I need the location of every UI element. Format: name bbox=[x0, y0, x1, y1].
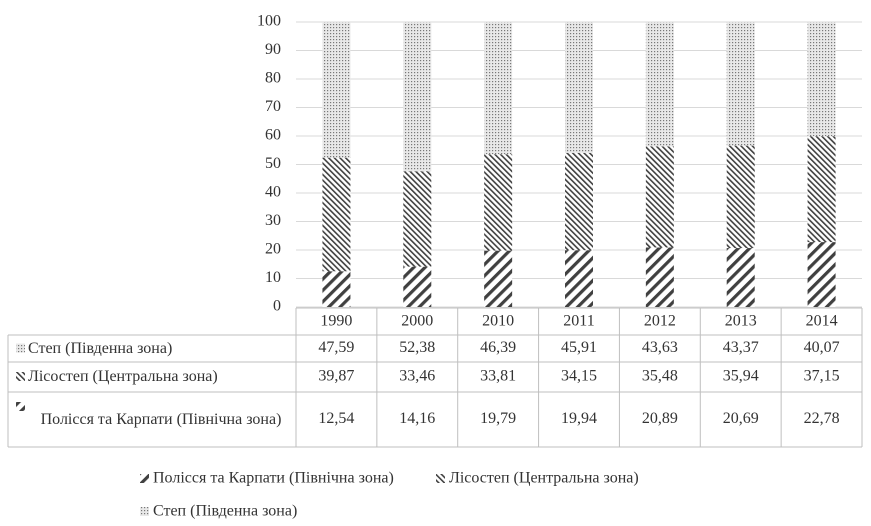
bar-segment bbox=[645, 247, 674, 307]
x-tick-label: 1990 bbox=[320, 313, 352, 330]
bar-segment bbox=[322, 157, 351, 272]
y-tick-label: 30 bbox=[265, 212, 281, 229]
bar-segment bbox=[726, 248, 755, 307]
table-value: 40,07 bbox=[804, 339, 840, 356]
bar-segment bbox=[645, 22, 674, 147]
table-value: 14,16 bbox=[399, 410, 435, 427]
x-tick-label: 2014 bbox=[806, 313, 838, 330]
y-tick-label: 60 bbox=[265, 127, 281, 144]
bar-segment bbox=[403, 171, 432, 267]
y-tick-label: 40 bbox=[265, 184, 281, 201]
table-row-label: Степ (Південна зона) bbox=[28, 339, 173, 357]
table-value: 20,89 bbox=[642, 410, 678, 427]
table-value: 19,94 bbox=[561, 410, 597, 427]
x-tick-label: 2011 bbox=[563, 313, 594, 330]
table-value: 22,78 bbox=[804, 410, 840, 427]
x-tick-label: 2010 bbox=[482, 313, 514, 330]
table-legend-swatch bbox=[16, 343, 25, 353]
table-row-label: Лісостеп (Центральна зона) bbox=[28, 368, 218, 385]
y-tick-label: 20 bbox=[265, 241, 281, 258]
bar-segment bbox=[807, 22, 836, 137]
series-name: Полісся та Карпати (Північна зона) bbox=[40, 410, 282, 428]
legend-label: Лісостеп (Центральна зона) bbox=[449, 470, 639, 487]
x-tick-label: 2013 bbox=[725, 313, 757, 330]
bar-segment bbox=[726, 145, 755, 249]
bar-segment bbox=[726, 22, 755, 146]
legend-swatch bbox=[140, 507, 149, 516]
series-name: Лісостеп (Центральна зона) bbox=[28, 368, 218, 385]
table-value: 19,79 bbox=[480, 410, 516, 427]
table-value: 33,81 bbox=[480, 368, 516, 385]
bar-segment bbox=[565, 250, 593, 307]
table-value: 39,87 bbox=[318, 368, 354, 385]
table-legend-swatch bbox=[16, 372, 25, 381]
bar-segment bbox=[565, 22, 593, 153]
table-value: 35,94 bbox=[723, 368, 759, 385]
bar-segment bbox=[484, 22, 513, 155]
x-tick-label: 2012 bbox=[644, 313, 676, 330]
table-value: 35,48 bbox=[642, 368, 678, 385]
y-tick-label: 70 bbox=[265, 98, 281, 115]
bar-segment bbox=[403, 266, 432, 307]
series-name: Степ (Південна зона) bbox=[28, 339, 173, 357]
y-tick-label: 0 bbox=[273, 298, 281, 315]
table-value: 43,37 bbox=[723, 339, 759, 356]
bar-segment bbox=[565, 152, 593, 251]
legend-swatch bbox=[140, 474, 149, 483]
bar-segment bbox=[484, 154, 513, 251]
table-value: 45,91 bbox=[561, 339, 597, 356]
y-tick-label: 10 bbox=[265, 269, 281, 286]
bar-segment bbox=[484, 250, 513, 307]
x-tick-label: 2000 bbox=[401, 313, 433, 330]
bar-segment bbox=[403, 22, 432, 172]
table-row-label: Полісся та Карпати (Північна зона) bbox=[40, 410, 282, 428]
table-value: 34,15 bbox=[561, 368, 597, 385]
table-legend-swatch bbox=[16, 402, 25, 411]
table-value: 12,54 bbox=[318, 410, 354, 427]
bar-segment bbox=[807, 136, 836, 243]
table-value: 33,46 bbox=[399, 368, 435, 385]
y-tick-label: 90 bbox=[265, 41, 281, 58]
legend-label: Полісся та Карпати (Північна зона) bbox=[153, 470, 394, 487]
y-tick-label: 50 bbox=[265, 155, 281, 172]
table-value: 37,15 bbox=[804, 368, 840, 385]
y-tick-label: 80 bbox=[265, 70, 281, 87]
table-value: 20,69 bbox=[723, 410, 759, 427]
y-tick-label: 100 bbox=[257, 13, 281, 30]
bar-segment bbox=[322, 271, 351, 307]
bar-segment bbox=[322, 22, 351, 158]
table-value: 52,38 bbox=[399, 339, 435, 356]
table-value: 46,39 bbox=[480, 339, 516, 356]
bar-segment bbox=[807, 242, 836, 307]
legend-label: Степ (Південна зона) bbox=[153, 503, 297, 520]
bar-segment bbox=[645, 146, 674, 248]
table-value: 43,63 bbox=[642, 339, 678, 356]
table-value: 47,59 bbox=[318, 339, 354, 356]
legend-swatch bbox=[436, 474, 445, 483]
